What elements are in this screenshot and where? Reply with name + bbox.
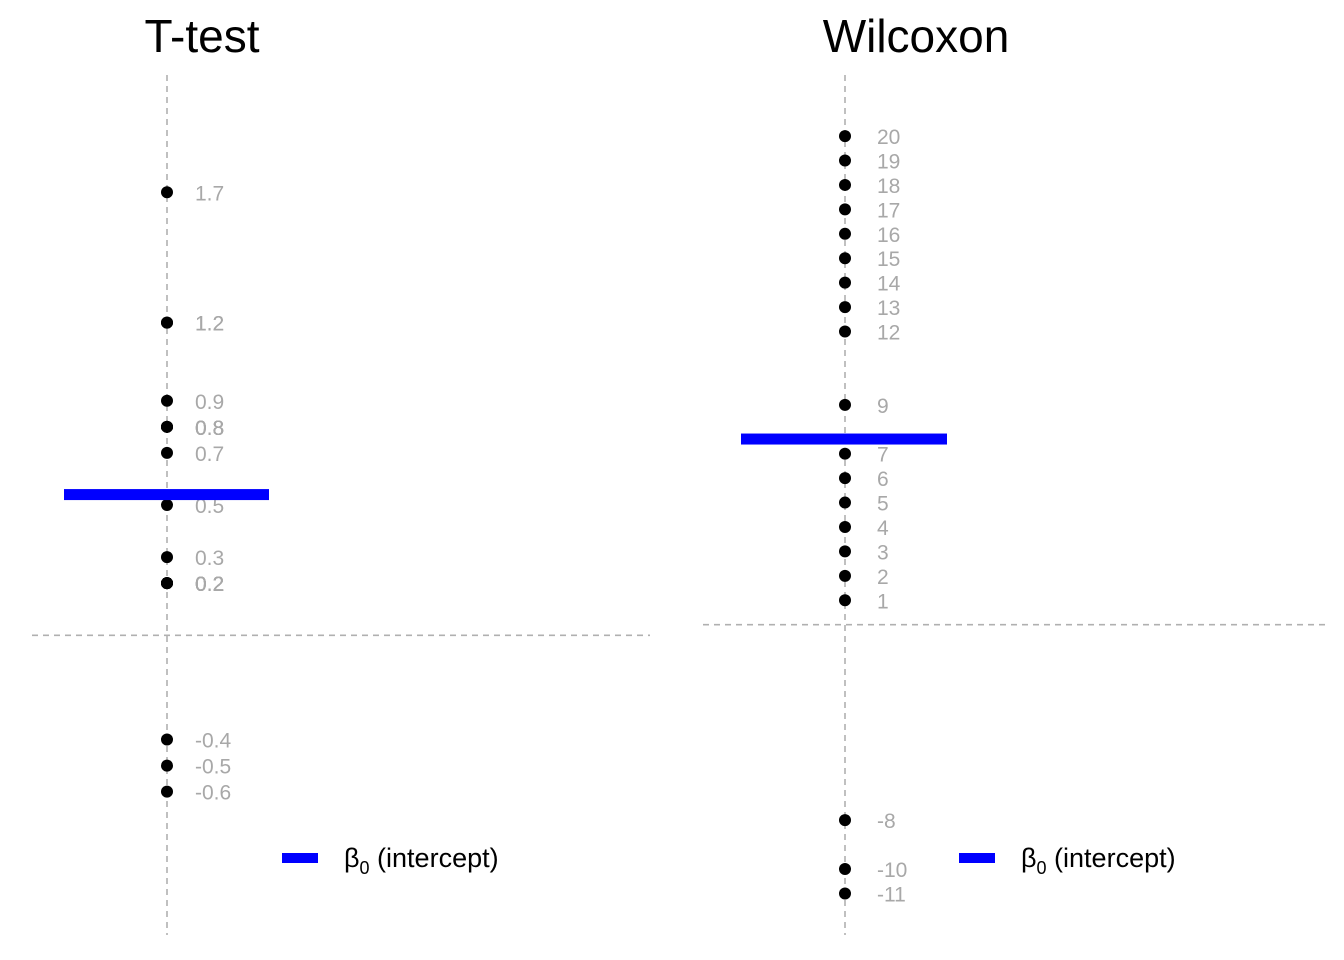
data-point: [161, 577, 173, 590]
data-point: [161, 499, 173, 511]
legend: β0 (intercept): [282, 843, 499, 878]
data-point: [161, 316, 173, 329]
data-label: 7: [877, 444, 889, 467]
data-label: 18: [877, 175, 900, 198]
data-label: -8: [877, 810, 896, 833]
data-point: [161, 186, 173, 199]
data-label: 0.7: [195, 443, 224, 466]
data-label: 1.2: [195, 313, 224, 336]
data-point: [161, 420, 173, 433]
data-label: 16: [877, 224, 900, 247]
data-label: 15: [877, 248, 900, 271]
data-point: [839, 252, 851, 265]
legend-label: β0 (intercept): [1021, 843, 1176, 878]
data-label: 3: [877, 541, 889, 564]
data-label: 17: [877, 199, 900, 222]
data-label: 2: [877, 566, 889, 589]
data-label: 6: [877, 468, 889, 491]
data-label: 0.2: [195, 573, 224, 596]
data-point: [839, 398, 851, 411]
data-label: 0.8: [195, 417, 224, 440]
data-label: 0.8: [195, 417, 224, 440]
data-point: [839, 545, 851, 558]
data-point: [839, 887, 851, 900]
data-label: -11: [877, 883, 906, 906]
data-point: [839, 130, 851, 143]
data-label: 0.2: [195, 573, 224, 596]
data-point: [161, 733, 173, 746]
data-label: 4: [877, 517, 889, 540]
data-label: 14: [877, 273, 901, 296]
data-point: [839, 276, 851, 289]
data-label: 0.2: [195, 573, 224, 596]
intercept-line: [741, 433, 947, 445]
data-label: 1.7: [195, 182, 224, 205]
intercept-line: [64, 489, 269, 501]
data-point: [839, 325, 851, 338]
data-point: [839, 594, 851, 607]
data-label: 5: [877, 493, 889, 516]
data-point: [839, 814, 851, 827]
panel-title: T-test: [144, 10, 259, 62]
data-label: -0.6: [195, 782, 231, 805]
panel-t-test: T-test1.71.21.20.90.80.80.80.80.70.50.30…: [32, 10, 650, 935]
data-label: 12: [877, 322, 900, 345]
data-label: 0.2: [195, 573, 224, 596]
data-label: 13: [877, 297, 900, 320]
data-label: 0.9: [195, 391, 224, 414]
legend-label: β0 (intercept): [344, 843, 499, 878]
data-label: 0.2: [195, 573, 224, 596]
data-label: 1.2: [195, 313, 224, 336]
data-point: [839, 203, 851, 216]
data-point: [839, 569, 851, 582]
data-label: 0.3: [195, 547, 224, 570]
data-point: [161, 446, 173, 459]
data-point: [161, 759, 173, 772]
data-label: 0.8: [195, 417, 224, 440]
data-label: 20: [877, 126, 900, 149]
data-label: 0.5: [195, 495, 224, 518]
data-point: [839, 301, 851, 314]
data-point: [839, 520, 851, 533]
legend-key: [959, 853, 995, 863]
data-point: [161, 551, 173, 564]
legend-key: [282, 853, 318, 863]
data-point: [839, 178, 851, 191]
data-point: [161, 394, 173, 407]
data-point: [839, 227, 851, 240]
data-label: -10: [877, 859, 907, 882]
data-point: [839, 863, 851, 876]
legend: β0 (intercept): [959, 843, 1176, 878]
data-label: 9: [877, 395, 889, 418]
data-point: [839, 447, 851, 460]
data-point: [839, 154, 851, 167]
data-point: [839, 496, 851, 509]
data-label: -0.5: [195, 756, 231, 779]
data-label: 0.2: [195, 573, 224, 596]
data-point: [161, 785, 173, 798]
data-label: 19: [877, 151, 900, 174]
data-point: [839, 472, 851, 485]
panel-title: Wilcoxon: [823, 10, 1010, 62]
data-label: 0.8: [195, 417, 224, 440]
data-label: 1: [877, 590, 889, 613]
data-label: -0.4: [195, 730, 232, 753]
